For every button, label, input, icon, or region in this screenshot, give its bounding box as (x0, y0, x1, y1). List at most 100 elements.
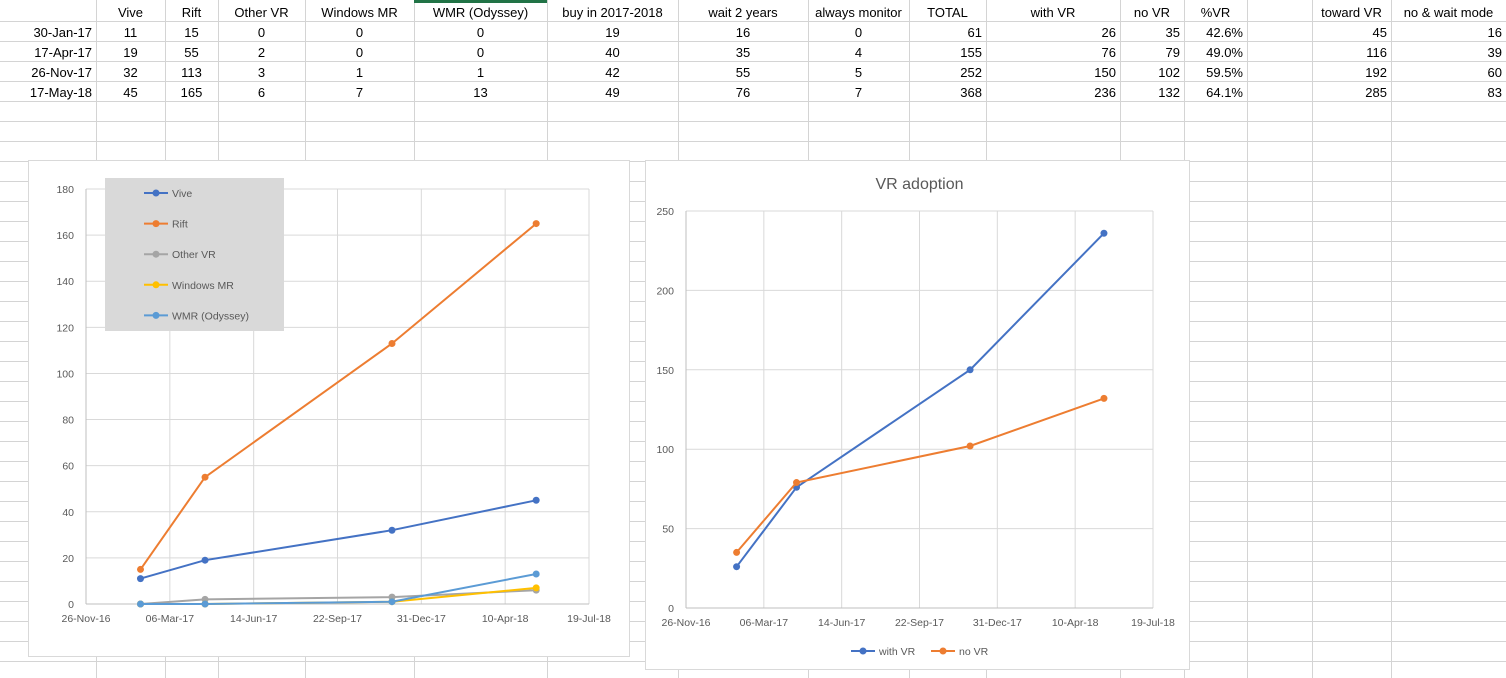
data-cell[interactable]: 32 (123, 65, 137, 80)
data-cell[interactable]: 3 (258, 65, 265, 80)
data-cell[interactable]: 236 (1094, 85, 1116, 100)
data-cell[interactable]: 0 (477, 45, 484, 60)
data-cell[interactable]: 45 (123, 85, 137, 100)
data-point (1100, 229, 1108, 237)
data-point (532, 496, 540, 504)
data-cell[interactable]: 60 (1488, 65, 1502, 80)
legend-label: no VR (959, 646, 989, 658)
data-cell[interactable]: 5 (855, 65, 862, 80)
series-line (735, 397, 1105, 554)
column-header-cell[interactable]: Other VR (234, 5, 288, 20)
y-tick-label: 160 (56, 230, 74, 242)
vr-headset-chart[interactable]: 26-Nov-16 06-Mar-17 14-Jun-17 22-Sep-17 31-D… (28, 160, 630, 657)
column-header-cell[interactable]: Windows MR (321, 5, 398, 20)
data-cell[interactable]: 76 (1102, 45, 1116, 60)
data-cell[interactable]: 64.1% (1206, 85, 1243, 100)
data-cell[interactable]: 55 (736, 65, 750, 80)
data-point (136, 565, 144, 573)
data-cell[interactable]: 4 (855, 45, 862, 60)
column-header-cell[interactable]: no & wait mode (1404, 5, 1494, 20)
legend-label: Windows MR (172, 280, 234, 292)
data-cell[interactable]: 7 (855, 85, 862, 100)
legend-marker (152, 220, 160, 228)
legend-marker (859, 647, 867, 655)
data-cell[interactable]: 2 (258, 45, 265, 60)
data-cell[interactable]: 1 (356, 65, 363, 80)
column-header-cell[interactable]: %VR (1201, 5, 1231, 20)
column-header-cell[interactable]: always monitor (815, 5, 902, 20)
data-cell[interactable]: 35 (736, 45, 750, 60)
data-cell[interactable]: 0 (477, 25, 484, 40)
data-cell[interactable]: 83 (1488, 85, 1502, 100)
data-cell[interactable]: 26 (1102, 25, 1116, 40)
data-cell[interactable]: 16 (1488, 25, 1502, 40)
data-cell[interactable]: 55 (184, 45, 198, 60)
data-cell[interactable]: 45 (1373, 25, 1387, 40)
data-cell[interactable]: 252 (960, 65, 982, 80)
x-tick-label: 26-Nov-16 (61, 613, 110, 625)
data-cell[interactable]: 368 (960, 85, 982, 100)
data-cell[interactable]: 0 (855, 25, 862, 40)
data-point (532, 220, 540, 228)
column-header-cell[interactable]: no VR (1134, 5, 1170, 20)
data-cell[interactable]: 0 (356, 25, 363, 40)
y-tick-label: 20 (62, 553, 74, 565)
column-header-cell[interactable]: Vive (118, 5, 143, 20)
data-cell[interactable]: 192 (1365, 65, 1387, 80)
y-tick-label: 120 (56, 322, 74, 334)
legend-marker (152, 189, 160, 197)
data-cell[interactable]: 40 (605, 45, 619, 60)
data-cell[interactable]: 19 (605, 25, 619, 40)
x-tick-label: 22-Sep-17 (313, 613, 362, 625)
column-header-cell[interactable]: with VR (1030, 5, 1076, 20)
data-cell[interactable]: 59.5% (1206, 65, 1243, 80)
data-cell[interactable]: 49.0% (1206, 45, 1243, 60)
data-cell[interactable]: 19 (123, 45, 137, 60)
data-cell[interactable]: 7 (356, 85, 363, 100)
data-cell[interactable]: 61 (968, 25, 982, 40)
vr-adoption-chart[interactable]: 26-Nov-16 06-Mar-17 14-Jun-17 22-Sep-17 31-D… (645, 160, 1190, 670)
data-cell[interactable]: 155 (960, 45, 982, 60)
data-cell[interactable]: 79 (1166, 45, 1180, 60)
data-cell[interactable]: 113 (181, 65, 202, 80)
data-cell[interactable]: 6 (258, 85, 265, 100)
data-cell[interactable]: 150 (1094, 65, 1116, 80)
data-cell[interactable]: 285 (1365, 85, 1387, 100)
data-cell[interactable]: 116 (1366, 45, 1387, 60)
x-tick-label: 22-Sep-17 (895, 617, 944, 629)
column-header-cell[interactable]: toward VR (1321, 5, 1382, 20)
data-cell[interactable]: 102 (1158, 65, 1180, 80)
data-cell[interactable]: 17-May-18 (30, 85, 92, 100)
column-header-cell[interactable]: wait 2 years (707, 5, 778, 20)
data-cell[interactable]: 1 (477, 65, 484, 80)
data-point (201, 473, 209, 481)
data-cell[interactable]: 16 (736, 25, 750, 40)
column-header-cell[interactable]: buy in 2017-2018 (562, 5, 662, 20)
data-point (1100, 394, 1108, 402)
data-cell[interactable]: 17-Apr-17 (34, 45, 92, 60)
data-cell[interactable]: 165 (181, 85, 203, 100)
data-cell[interactable]: 35 (1166, 25, 1180, 40)
data-cell[interactable]: 76 (736, 85, 750, 100)
x-tick-label: 14-Jun-17 (230, 613, 277, 625)
data-cell[interactable]: 30-Jan-17 (33, 25, 92, 40)
legend-marker (152, 281, 160, 289)
data-cell[interactable]: 11 (124, 25, 138, 40)
column-header-cell[interactable]: TOTAL (927, 5, 968, 20)
data-cell[interactable]: 13 (473, 85, 487, 100)
data-cells[interactable]: Vive Rift Other VR Windows MR WMR (Odyssey) b… (30, 5, 1502, 100)
data-cell[interactable]: 42.6% (1206, 25, 1243, 40)
series-line (140, 589, 537, 605)
column-header-cell[interactable]: WMR (Odyssey) (433, 5, 528, 20)
data-cell[interactable]: 15 (184, 25, 198, 40)
data-cell[interactable]: 26-Nov-17 (31, 65, 92, 80)
data-cell[interactable]: 42 (605, 65, 619, 80)
data-cell[interactable]: 132 (1158, 85, 1180, 100)
y-tick-label: 140 (56, 276, 74, 288)
column-header-cell[interactable]: Rift (182, 5, 202, 20)
data-cell[interactable]: 0 (356, 45, 363, 60)
data-cell[interactable]: 39 (1488, 45, 1502, 60)
data-cell[interactable]: 0 (258, 25, 265, 40)
data-cell[interactable]: 49 (605, 85, 619, 100)
